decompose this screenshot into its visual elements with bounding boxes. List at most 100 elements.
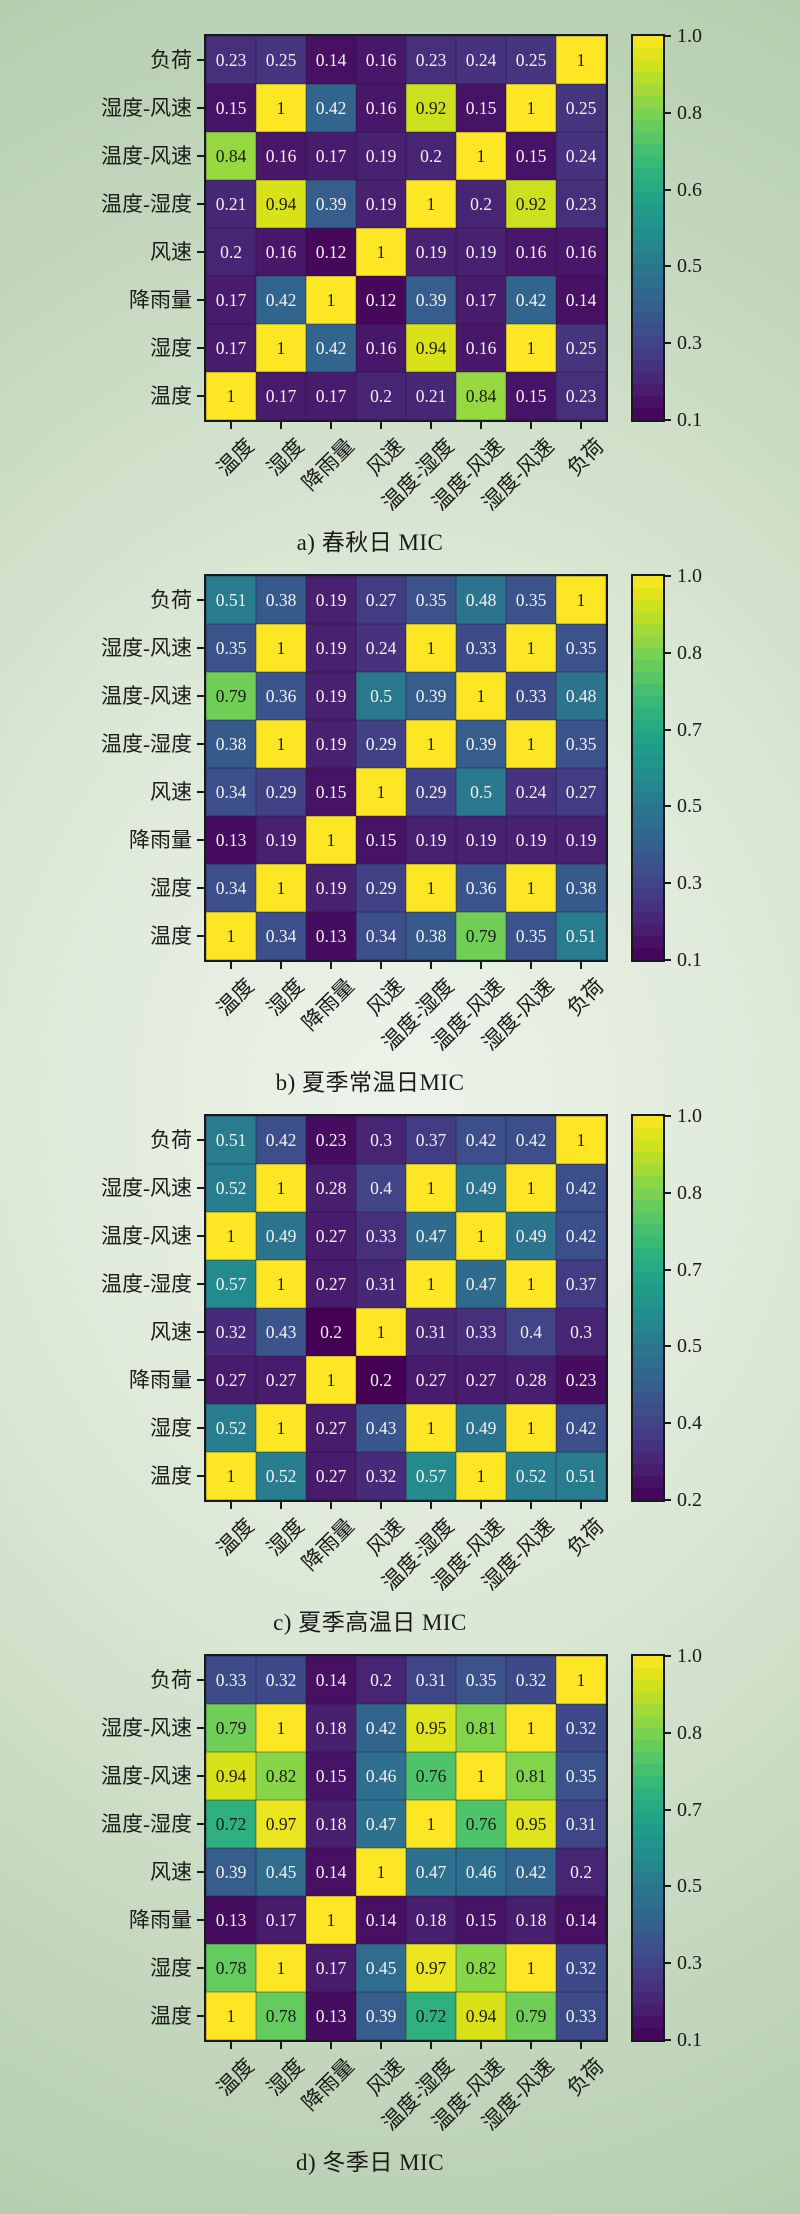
colorbar-tick [663,805,671,808]
x-axis-tick [230,422,232,429]
y-axis-label: 温度-风速 [101,144,192,168]
heatmap-cell: 0.19 [306,720,356,768]
heatmap-cell: 0.27 [306,1452,356,1500]
heatmap-cell: 1 [406,1404,456,1452]
heatmap-cell: 0.76 [406,1752,456,1800]
heatmap-cell: 0.47 [406,1848,456,1896]
heatmap-cell: 0.42 [306,324,356,372]
heatmap-cell: 1 [406,1260,456,1308]
heatmap-cell: 0.34 [256,912,306,960]
colorbar-tick-label: 0.1 [677,2029,702,2051]
y-axis-label: 温度 [150,384,192,408]
heatmap-cell: 1 [506,864,556,912]
heatmap-cell: 0.27 [456,1356,506,1404]
heatmap-cell: 0.15 [456,84,506,132]
heatmap-cell: 1 [506,1260,556,1308]
heatmap-cell: 0.27 [306,1260,356,1308]
heatmap-cell: 0.35 [506,576,556,624]
heatmap-cell: 0.28 [306,1164,356,1212]
y-axis-label: 温度 [150,2004,192,2028]
heatmap-cell: 1 [406,624,456,672]
heatmap-cell: 0.12 [306,228,356,276]
heatmap-cell: 0.35 [556,720,606,768]
heatmap-cell: 0.38 [206,720,256,768]
x-axis-tick [380,1502,382,1509]
heatmap-cell: 0.84 [456,372,506,420]
heatmap-cell: 0.12 [356,276,406,324]
colorbar-band [633,228,663,241]
heatmap-cell: 0.47 [406,1212,456,1260]
heatmap-grid: 0.51 0.42 0.23 0.3 0.37 0.42 0.42 1 0.52 1 0.28 0.4… [204,1114,608,1502]
colorbar-band [633,576,663,589]
heatmap-cell: 0.52 [206,1404,256,1452]
heatmap-cell: 1 [506,720,556,768]
colorbar-band [633,600,663,613]
heatmap-cell: 0.45 [356,1944,406,1992]
colorbar-tick [663,1655,671,1657]
colorbar-band [633,1248,663,1261]
heatmap-cell: 0.49 [506,1212,556,1260]
heatmap-cell: 0.36 [256,672,306,720]
y-axis-tick [197,1823,204,1825]
y-axis-tick [197,395,204,397]
colorbar-tick-label: 0.8 [677,1721,702,1744]
heatmap-cell: 0.14 [556,1896,606,1944]
heatmap-cell: 1 [256,1944,306,1992]
heatmap-cell: 0.45 [256,1848,306,1896]
heatmap-cell: 0.17 [456,276,506,324]
colorbar-tick [663,2039,671,2041]
colorbar-tick [663,882,671,885]
x-axis-tick [380,2042,382,2049]
heatmap-cell: 1 [556,1116,606,1164]
heatmap-cell: 1 [506,324,556,372]
colorbar-band [633,636,663,649]
colorbar-band [633,1152,663,1165]
heatmap-cell: 0.19 [356,180,406,228]
x-axis-tick [530,2042,532,2049]
colorbar-band [633,288,663,301]
heatmap-cell: 1 [506,624,556,672]
colorbar-band [633,1416,663,1429]
heatmap-cell: 0.18 [306,1704,356,1752]
x-axis-tick [480,962,482,969]
colorbar-tick [663,35,671,37]
colorbar-band [633,2016,663,2029]
colorbar-band [633,396,663,409]
heatmap-cell: 0.24 [556,132,606,180]
heatmap-grid: 0.23 0.25 0.14 0.16 0.23 0.24 0.25 1 0.15 1 0.42 0.… [204,34,608,422]
colorbar-band [633,240,663,253]
colorbar-band [633,1128,663,1141]
y-axis-tick [197,1919,204,1921]
heatmap-cell: 0.42 [556,1212,606,1260]
y-axis-tick [197,1871,204,1873]
heatmap-cell: 0.42 [456,1116,506,1164]
y-axis-tick [197,935,204,937]
colorbar-tick-label: 0.5 [677,795,702,818]
colorbar-band [633,372,663,385]
colorbar-tick [663,188,671,191]
heatmap-cell: 0.16 [256,132,306,180]
heatmap-cell: 0.42 [306,84,356,132]
colorbar-band [633,756,663,769]
heatmap-cell: 0.24 [456,36,506,84]
heatmap-cell: 0.23 [206,36,256,84]
heatmap-cell: 0.17 [306,1944,356,1992]
heatmap-cell: 0.94 [406,324,456,372]
x-axis-tick [280,422,282,429]
colorbar-band [633,1836,663,1849]
colorbar-tick [663,1268,671,1271]
heatmap-cell: 0.14 [306,1656,356,1704]
heatmap-cell: 0.2 [356,1356,406,1404]
heatmap-cell: 0.29 [256,768,306,816]
heatmap-cell: 0.19 [306,624,356,672]
colorbar-band [633,276,663,289]
y-axis-tick [197,887,204,889]
heatmap-cell: 0.18 [306,1800,356,1848]
x-axis-tick [430,962,432,969]
colorbar-band [633,696,663,709]
heatmap-cell: 0.27 [256,1356,306,1404]
y-axis-tick [197,1727,204,1729]
y-axis-tick [197,203,204,205]
heatmap-cell: 0.39 [406,672,456,720]
heatmap-cell: 0.33 [506,672,556,720]
